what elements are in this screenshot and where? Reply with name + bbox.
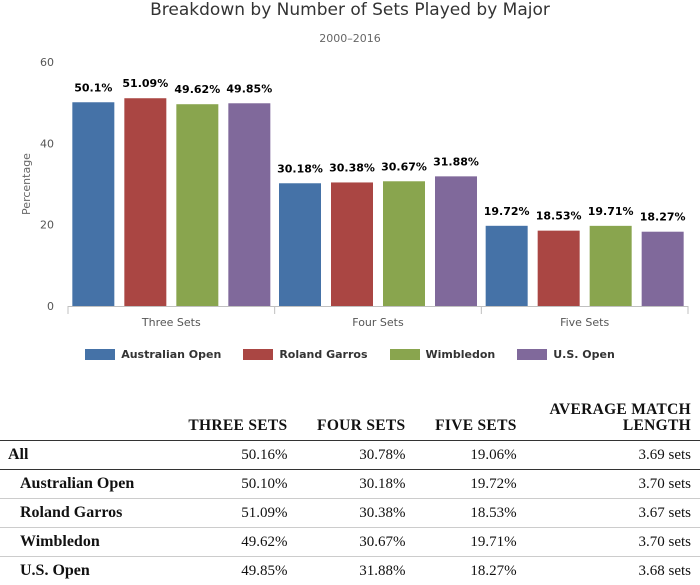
legend-swatch [85,349,115,360]
chart-legend: Australian Open Roland Garros Wimbledon U.S… [0,348,700,361]
legend-label: Australian Open [121,348,221,361]
bar [486,226,528,306]
table-row-label: Roland Garros [0,499,160,528]
legend-label: Wimbledon [426,348,496,361]
bar [176,104,218,306]
data-label: 19.71% [588,205,634,218]
table-cell: 3.68 sets [526,557,700,585]
legend-swatch [390,349,420,360]
table-cell: 18.27% [414,557,525,585]
bar [279,183,321,306]
bar [331,182,373,306]
table-cell: 18.53% [414,499,525,528]
data-label: 30.38% [329,161,375,174]
bar [72,102,114,306]
table-cell: 30.18% [296,470,414,499]
legend-label: U.S. Open [553,348,615,361]
table-cell: 51.09% [160,499,296,528]
table-cell: 19.71% [414,528,525,557]
legend-swatch [517,349,547,360]
table-row-label: Australian Open [0,470,160,499]
x-tick-label: Three Sets [141,316,201,329]
table-row-label: U.S. Open [0,557,160,585]
table-cell: 49.62% [160,528,296,557]
chart-container: Breakdown by Number of Sets Played by Ma… [0,0,700,380]
table-cell: 30.78% [296,441,414,470]
data-label: 30.67% [381,160,427,173]
table-cell: 3.70 sets [526,528,700,557]
data-label: 30.18% [277,162,323,175]
table-header-four-sets: FOUR SETS [296,402,414,441]
data-label: 31.88% [433,155,479,168]
data-label: 18.53% [536,210,582,223]
table-header-average-match-length: AVERAGE MATCH LENGTH [526,402,700,441]
table-cell: 50.16% [160,441,296,470]
y-tick-label: 0 [47,300,54,313]
data-label: 50.1% [74,81,112,94]
table-cell: 3.67 sets [526,499,700,528]
bar [642,232,684,306]
legend-item[interactable]: Australian Open [85,348,221,361]
x-tick-label: Four Sets [352,316,404,329]
table-cell: 50.10% [160,470,296,499]
table-cell: 3.69 sets [526,441,700,470]
table-cell: 19.06% [414,441,525,470]
legend-item[interactable]: U.S. Open [517,348,615,361]
bar [124,98,166,306]
table-cell: 19.72% [414,470,525,499]
y-axis-title: Percentage [20,153,33,215]
y-tick-label: 20 [40,219,54,232]
table-header-three-sets: THREE SETS [160,402,296,441]
summary-table: THREE SETS FOUR SETS FIVE SETS AVERAGE M… [0,402,700,585]
legend-item[interactable]: Wimbledon [390,348,496,361]
legend-label: Roland Garros [279,348,367,361]
table-header-name [0,402,160,441]
x-tick-label: Five Sets [560,316,609,329]
y-tick-label: 60 [40,56,54,69]
bar [538,231,580,306]
table-row-label: Wimbledon [0,528,160,557]
table-header-row: THREE SETS FOUR SETS FIVE SETS AVERAGE M… [0,402,700,441]
data-label: 49.62% [174,83,220,96]
bar [383,181,425,306]
table-header-five-sets: FIVE SETS [414,402,525,441]
table-cell: 3.70 sets [526,470,700,499]
data-label: 19.72% [484,205,530,218]
data-label: 51.09% [122,77,168,90]
legend-item[interactable]: Roland Garros [243,348,367,361]
table-cell: 30.67% [296,528,414,557]
bar-chart: 0 20 40 60 Percentage Three Sets 50.1% 51.09% 49… [0,0,700,345]
y-tick-label: 40 [40,137,54,150]
table-header-average-match-length-label: AVERAGE MATCH LENGTH [541,402,691,434]
data-label: 18.27% [640,211,686,224]
table-cell: 31.88% [296,557,414,585]
legend-swatch [243,349,273,360]
data-label: 49.85% [226,82,272,95]
table-row-label: All [0,441,160,470]
bar [590,226,632,306]
bar [435,176,477,306]
table-cell: 30.38% [296,499,414,528]
table-cell: 49.85% [160,557,296,585]
bar [228,103,270,306]
